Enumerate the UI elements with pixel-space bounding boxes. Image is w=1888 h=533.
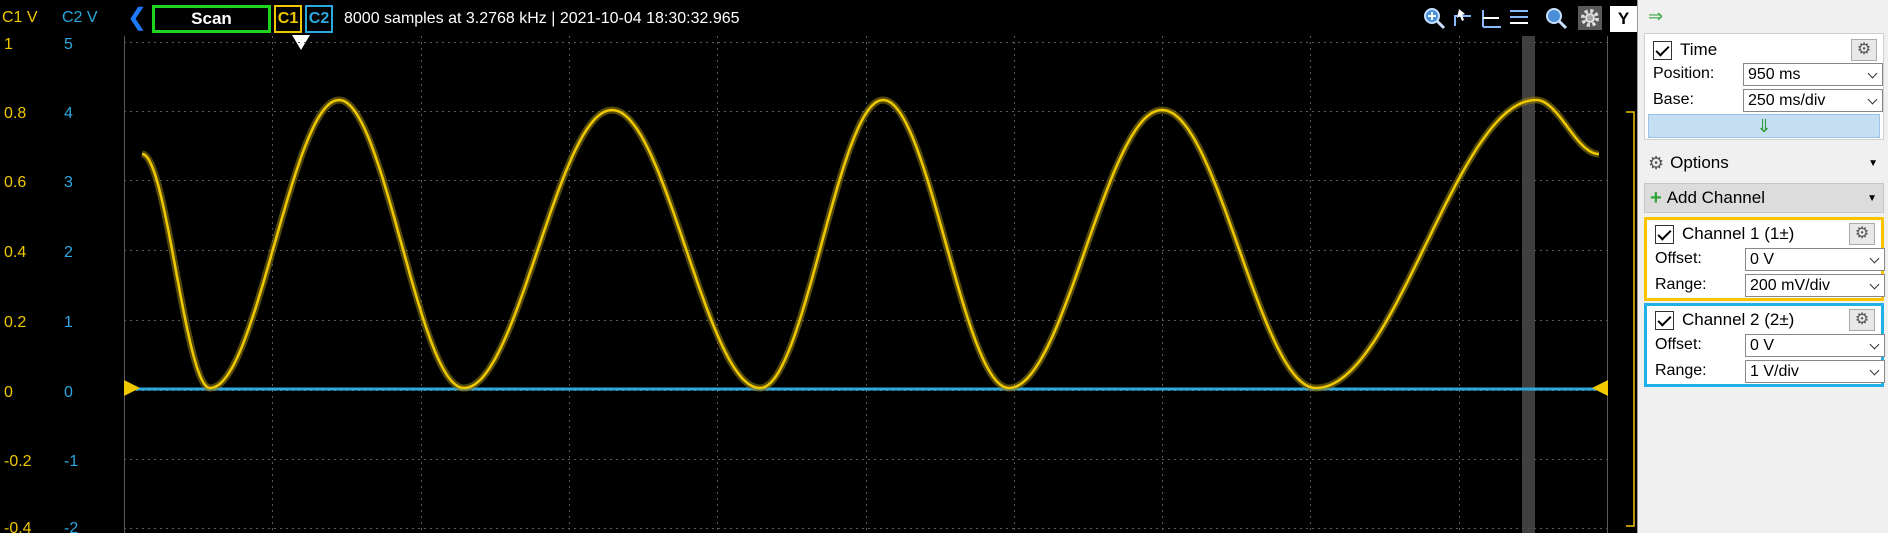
- channel1-settings-gear-icon[interactable]: ⚙: [1849, 223, 1875, 245]
- c1-y-tick-label: 0.8: [4, 105, 27, 122]
- c1-y-tick-label: 0.2: [4, 314, 27, 331]
- scope-toolbar: C1 V C2 V ❮ Scan C1 C2 8000 samples at 3…: [0, 0, 1637, 36]
- position-select[interactable]: 950 ms: [1743, 62, 1883, 86]
- options-dropdown-icon: ▼: [1868, 157, 1878, 169]
- channel1-title: Channel 1 (1±): [1682, 224, 1795, 243]
- time-title: Time: [1680, 40, 1718, 59]
- channel1-range-bracket: [1626, 111, 1635, 527]
- scan-button[interactable]: Scan: [152, 5, 271, 33]
- c2-y-tick-label: -2: [64, 520, 79, 533]
- back-arrow-icon[interactable]: ❮: [127, 4, 148, 31]
- add-channel-label: Add Channel: [1666, 188, 1765, 207]
- c1-y-tick-label: 0.6: [4, 174, 27, 191]
- add-plus-icon: +: [1650, 186, 1662, 209]
- c1-y-tick-label: -0.2: [4, 453, 32, 470]
- channel2-title: Channel 2 (2±): [1682, 310, 1795, 329]
- waveform-svg: [124, 36, 1608, 533]
- c2-y-tick-label: 1: [64, 314, 73, 331]
- c2-y-tick-label: 3: [64, 174, 73, 191]
- add-channel-dropdown-icon: ▼: [1867, 192, 1877, 204]
- channel2-range-label: Range:: [1655, 362, 1707, 379]
- channel2-settings-gear-icon[interactable]: ⚙: [1849, 309, 1875, 331]
- v-cursor-icon[interactable]: [1507, 6, 1531, 30]
- c2-y-tick-label: 0: [64, 384, 73, 401]
- base-label: Base:: [1653, 91, 1694, 108]
- c1-y-tick-label: 0: [4, 384, 13, 401]
- c2-y-tick-label: 5: [64, 36, 73, 53]
- channel1-trace: [141, 98, 1600, 390]
- options-menu[interactable]: ⚙ Options ▼: [1644, 150, 1884, 176]
- channel1-trace-glow: [139, 96, 1602, 392]
- trigger-position-marker[interactable]: [292, 35, 310, 50]
- zoom-icon[interactable]: [1544, 6, 1568, 30]
- c1-y-tick-label: -0.4: [4, 520, 32, 533]
- channel1-offset-label: Offset:: [1655, 250, 1702, 267]
- c1-y-tick-label: 0.4: [4, 244, 27, 261]
- channel2-group: Channel 2 (2±) ⚙ Offset: 0 V Range: 1 V/…: [1644, 303, 1885, 387]
- channel1-tag-button[interactable]: C1: [274, 5, 302, 33]
- apply-down-arrow-icon[interactable]: ⇓: [1648, 114, 1880, 138]
- position-label: Position:: [1653, 65, 1715, 82]
- side-panel: ⇒ Time ⚙ Position: 950 ms Base: 250 ms/d…: [1637, 0, 1888, 533]
- channel1-offset-select[interactable]: 0 V: [1745, 247, 1885, 271]
- gear-icon[interactable]: [1578, 6, 1602, 30]
- channel2-checkbox[interactable]: [1655, 310, 1674, 330]
- channel2-tag-button[interactable]: C2: [305, 5, 333, 33]
- panel-arrow-icon[interactable]: ⇒: [1648, 6, 1664, 26]
- zoom-in-icon[interactable]: [1422, 6, 1446, 30]
- add-channel-button[interactable]: + Add Channel ▼: [1644, 183, 1884, 213]
- plot-area[interactable]: [124, 36, 1608, 533]
- acquisition-status: 8000 samples at 3.2768 kHz | 2021-10-04 …: [344, 10, 740, 27]
- c2-axis-unit: C2 V: [62, 9, 98, 26]
- channel1-checkbox[interactable]: [1655, 224, 1674, 244]
- c2-y-tick-label: 4: [64, 105, 73, 122]
- channel1-offset-marker-right: [1592, 380, 1608, 396]
- channel2-offset-label: Offset:: [1655, 336, 1702, 353]
- options-gear-icon: ⚙: [1648, 152, 1665, 173]
- cursor-tool-icon[interactable]: [1451, 6, 1475, 30]
- h-cursor-icon[interactable]: [1479, 6, 1503, 30]
- channel2-offset-select[interactable]: 0 V: [1745, 333, 1885, 357]
- scope-view: C1 V C2 V ❮ Scan C1 C2 8000 samples at 3…: [0, 0, 1637, 533]
- time-checkbox[interactable]: [1653, 40, 1672, 60]
- c1-axis-unit: C1 V: [2, 9, 38, 26]
- channel1-range-label: Range:: [1655, 276, 1707, 293]
- channel1-group: Channel 1 (1±) ⚙ Offset: 0 V Range: 200 …: [1644, 217, 1885, 301]
- options-label: Options: [1670, 153, 1729, 172]
- c2-y-tick-label: 2: [64, 244, 73, 261]
- channel2-range-select[interactable]: 1 V/div: [1745, 359, 1885, 383]
- channel1-offset-marker-left: [124, 380, 140, 396]
- c1-y-tick-label: 1: [4, 36, 13, 53]
- channel1-range-select[interactable]: 200 mV/div: [1745, 273, 1885, 297]
- base-select[interactable]: 250 ms/div: [1743, 88, 1883, 112]
- cursor-band: [1522, 36, 1535, 533]
- time-group: Time ⚙ Position: 950 ms Base: 250 ms/div…: [1644, 33, 1884, 140]
- time-settings-gear-icon[interactable]: ⚙: [1851, 39, 1877, 61]
- c2-y-tick-label: -1: [64, 453, 79, 470]
- y-axis-button[interactable]: Y: [1610, 6, 1637, 32]
